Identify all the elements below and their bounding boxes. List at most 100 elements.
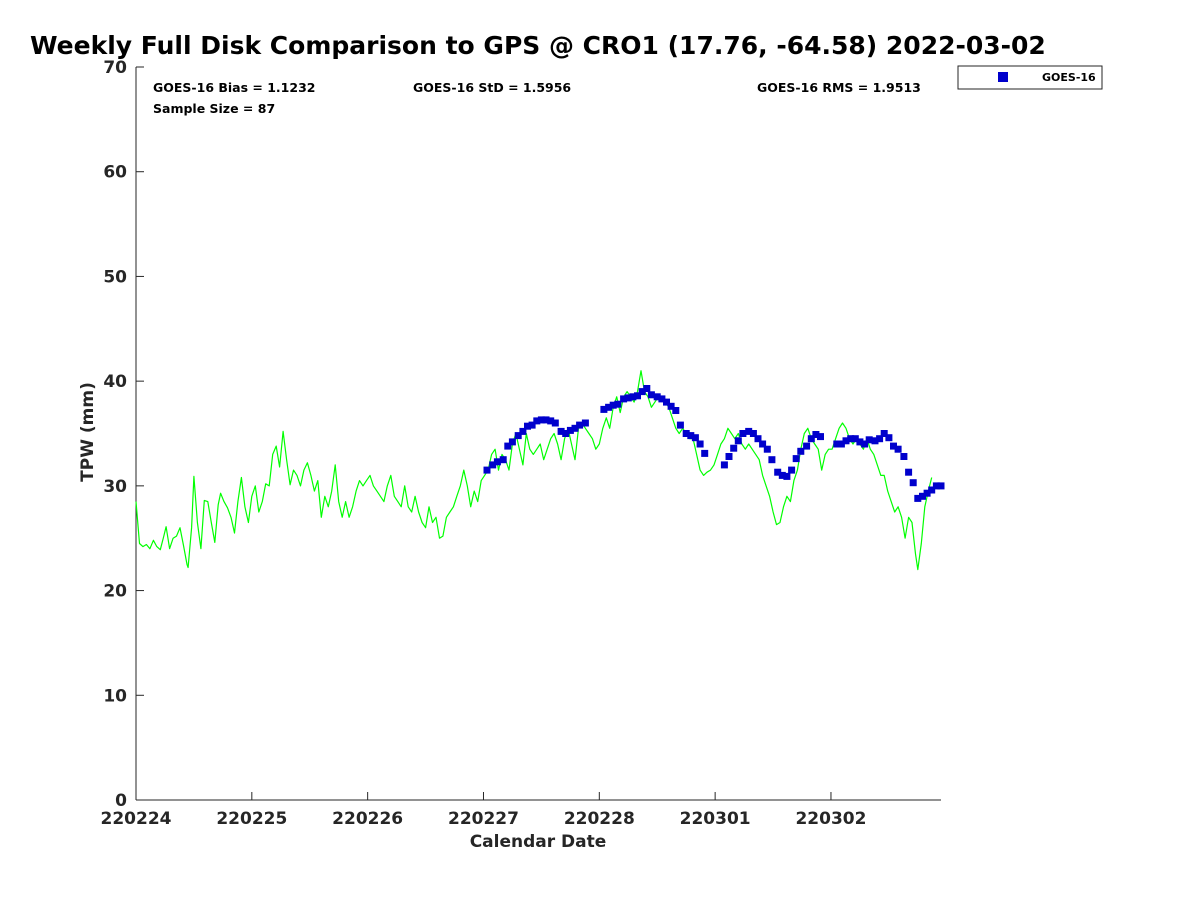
goes16-point bbox=[865, 436, 873, 444]
goes16-point bbox=[803, 442, 811, 450]
goes16-point bbox=[696, 440, 704, 448]
goes16-point bbox=[851, 435, 859, 443]
legend-box bbox=[957, 65, 1103, 90]
goes16-point bbox=[856, 438, 864, 446]
goes16-point bbox=[653, 393, 661, 401]
goes16-point bbox=[562, 430, 570, 437]
goes16-point bbox=[647, 391, 655, 399]
stats-box: GOES-16 Bias = 1.1232 GOES-16 StD = 1.59… bbox=[153, 80, 921, 116]
goes16-point bbox=[600, 405, 608, 413]
goes16-point bbox=[734, 437, 742, 445]
goes16-point bbox=[778, 471, 786, 479]
goes16-point bbox=[537, 416, 545, 424]
goes16-point bbox=[519, 427, 527, 435]
goes16-point bbox=[493, 458, 501, 466]
goes16-point bbox=[581, 419, 589, 427]
x-tick-label: 220228 bbox=[564, 809, 635, 829]
goes16-point bbox=[807, 435, 815, 443]
goes16-point bbox=[861, 440, 869, 448]
goes16-point bbox=[663, 398, 670, 406]
goes16-point bbox=[900, 453, 908, 460]
x-tick-label: 220226 bbox=[332, 809, 403, 829]
y-axis-label: TPW (mm) bbox=[78, 382, 98, 482]
goes16-point bbox=[745, 427, 753, 435]
goes16-point bbox=[763, 445, 771, 453]
stat-std: GOES-16 StD = 1.5956 bbox=[413, 80, 571, 95]
goes16-point bbox=[576, 421, 584, 429]
goes16-point bbox=[508, 438, 516, 446]
y-tick-label: 10 bbox=[103, 686, 127, 706]
goes-series bbox=[483, 385, 945, 502]
y-tick-label: 20 bbox=[103, 582, 127, 602]
goes16-point bbox=[504, 442, 512, 450]
goes16-point bbox=[533, 417, 541, 425]
y-tick-label: 40 bbox=[103, 372, 127, 392]
goes16-point bbox=[547, 417, 555, 425]
stat-sample-size: Sample Size = 87 bbox=[153, 101, 275, 116]
goes16-point bbox=[620, 395, 628, 403]
goes16-point bbox=[687, 432, 695, 440]
legend: GOES-16 bbox=[957, 65, 1103, 90]
goes16-point bbox=[614, 400, 622, 408]
goes16-point bbox=[551, 419, 559, 427]
goes16-point bbox=[514, 432, 522, 440]
goes16-point bbox=[847, 435, 855, 443]
goes16-point bbox=[774, 468, 782, 476]
goes16-point bbox=[643, 385, 651, 392]
goes16-point bbox=[634, 392, 641, 400]
y-tick-label: 30 bbox=[103, 477, 127, 497]
goes16-point bbox=[759, 440, 767, 448]
goes16-point bbox=[524, 422, 531, 430]
goes16-point bbox=[919, 492, 926, 500]
goes16-point bbox=[812, 431, 820, 438]
goes16-point bbox=[833, 440, 841, 448]
goes16-point bbox=[914, 494, 922, 502]
x-tick-label: 220225 bbox=[216, 809, 287, 829]
goes16-point bbox=[499, 456, 507, 464]
goes16-point bbox=[557, 427, 565, 435]
goes16-point bbox=[676, 421, 684, 429]
goes16-point bbox=[894, 445, 902, 453]
goes16-point bbox=[667, 402, 675, 410]
legend-label-goes16: GOES-16 bbox=[1042, 71, 1096, 84]
goes16-point bbox=[937, 482, 945, 490]
chart-title: Weekly Full Disk Comparison to GPS @ CRO… bbox=[30, 31, 1046, 60]
goes16-point bbox=[923, 489, 931, 497]
x-tick-label: 220302 bbox=[795, 809, 866, 829]
goes16-point bbox=[754, 435, 762, 443]
legend-marker-goes16 bbox=[998, 72, 1008, 82]
goes16-point bbox=[871, 437, 879, 445]
y-tick-label: 70 bbox=[103, 58, 127, 78]
x-axis-label: Calendar Date bbox=[470, 832, 607, 852]
goes16-point bbox=[542, 416, 550, 424]
goes16-point bbox=[566, 426, 574, 434]
stat-bias: GOES-16 Bias = 1.1232 bbox=[153, 80, 315, 95]
goes16-point bbox=[571, 424, 579, 432]
goes16-point bbox=[720, 461, 728, 469]
stat-rms: GOES-16 RMS = 1.9513 bbox=[757, 80, 921, 95]
goes16-point bbox=[797, 447, 805, 455]
x-tick-label: 220227 bbox=[448, 809, 519, 829]
goes16-point bbox=[905, 468, 913, 476]
y-tick-label: 0 bbox=[115, 791, 127, 811]
goes16-point bbox=[658, 395, 666, 403]
y-tick-label: 60 bbox=[103, 163, 127, 183]
gps-series bbox=[135, 370, 933, 571]
y-tick-label: 50 bbox=[103, 267, 127, 287]
goes16-point bbox=[739, 430, 747, 437]
goes16-point bbox=[528, 421, 536, 429]
goes16-point bbox=[876, 435, 884, 443]
goes16-point bbox=[788, 466, 796, 474]
goes16-point bbox=[792, 455, 800, 463]
goes16-point bbox=[928, 486, 936, 494]
goes16-point bbox=[783, 472, 791, 480]
goes16-point bbox=[682, 430, 690, 437]
goes16-point bbox=[691, 434, 699, 442]
goes16-point bbox=[880, 430, 888, 437]
goes16-point bbox=[672, 407, 680, 414]
goes16-point bbox=[768, 456, 776, 464]
goes16-point bbox=[483, 466, 491, 474]
goes16-point bbox=[885, 434, 893, 442]
goes16-point bbox=[837, 440, 845, 448]
